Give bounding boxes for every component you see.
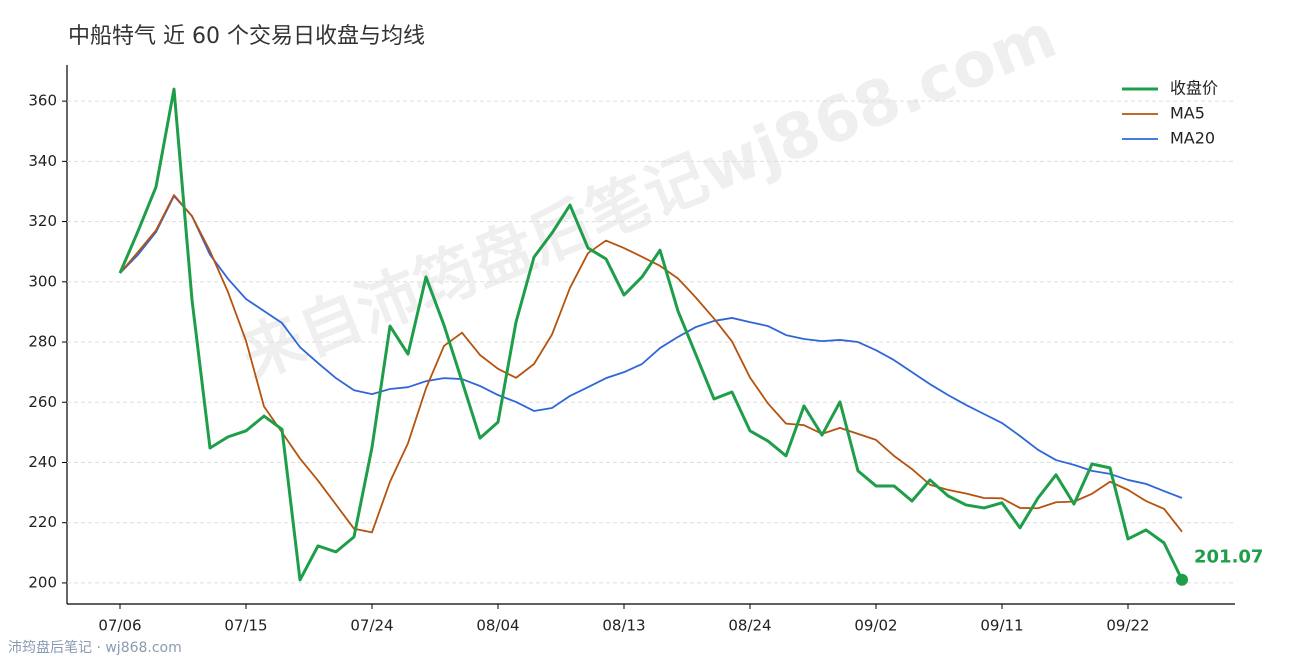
y-tick-label: 300 [28, 272, 57, 290]
x-tick-label: 09/11 [980, 617, 1023, 635]
x-tick-label: 08/13 [602, 617, 645, 635]
y-tick-label: 280 [28, 333, 57, 351]
y-tick-label: 200 [28, 573, 57, 591]
line-series [118, 87, 1184, 582]
last-point [1176, 573, 1188, 586]
legend-label: 收盘价 [1170, 79, 1218, 98]
legend-label: MA5 [1170, 104, 1205, 123]
legend-label: MA20 [1170, 129, 1215, 148]
footer: 沛筠盘后笔记 · wj868.com [8, 639, 182, 656]
x-tick-label: 09/02 [854, 617, 897, 635]
watermark: 来自沛筠盘后笔记wj868.com [231, 0, 1066, 393]
y-tick-label: 320 [28, 212, 57, 230]
x-tick-label: 07/24 [350, 617, 393, 635]
x-tick-label: 09/22 [1106, 617, 1149, 635]
x-tick-label: 08/24 [728, 617, 771, 635]
y-tick-label: 340 [28, 152, 57, 170]
y-tick-label: 220 [28, 513, 57, 531]
x-tick-label: 07/15 [224, 617, 267, 635]
line-series [119, 195, 1183, 499]
y-tick-label: 240 [28, 453, 57, 471]
x-tick-label: 07/06 [98, 617, 141, 635]
chart-title: 中船特气 近 60 个交易日收盘与均线 [68, 24, 425, 49]
y-tick-label: 360 [28, 92, 57, 110]
y-tick-label: 260 [28, 393, 57, 411]
x-tick-label: 08/04 [476, 617, 519, 635]
last-value-label: 201.07 [1194, 547, 1263, 568]
